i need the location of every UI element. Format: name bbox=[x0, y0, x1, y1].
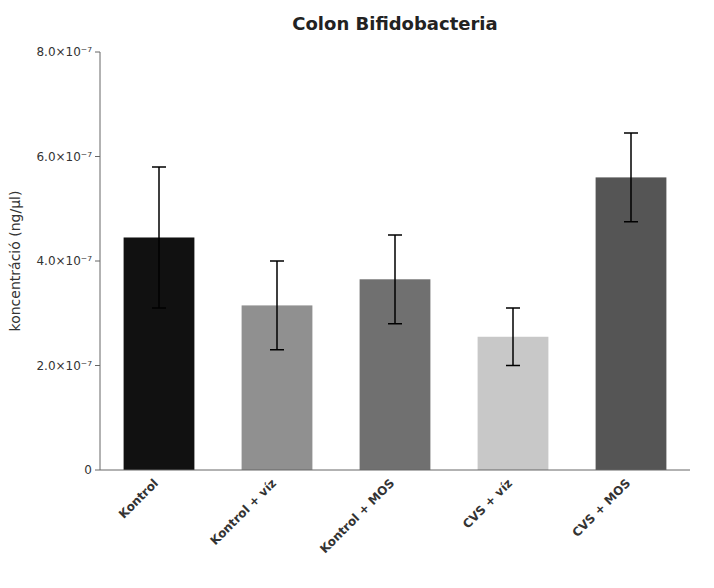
y-tick-label: 6.0×10⁻⁷ bbox=[36, 150, 92, 164]
plot-area bbox=[124, 133, 667, 470]
y-tick bbox=[95, 52, 100, 53]
error-bar bbox=[388, 235, 402, 324]
y-tick bbox=[95, 365, 100, 366]
y-tick bbox=[95, 156, 100, 157]
page: {"chart_data": {"type": "bar", "title": … bbox=[0, 0, 714, 588]
y-tick-label: 0 bbox=[84, 463, 92, 477]
x-tick-label: Kontrol + víz bbox=[208, 476, 280, 548]
y-axis: 0 2.0×10⁻⁷ 4.0×10⁻⁷ 6.0×10⁻⁷ 8.0×10⁻⁷ bbox=[36, 45, 100, 477]
y-tick-label: 4.0×10⁻⁷ bbox=[36, 254, 92, 268]
title: Colon Bifidobacteria bbox=[292, 13, 497, 34]
x-axis: Kontrol Kontrol + víz Kontrol + MOS CVS + v… bbox=[116, 476, 633, 556]
error-bar-path bbox=[388, 235, 402, 324]
error-bar bbox=[624, 133, 638, 222]
x-tick-label: CVS + víz bbox=[460, 476, 515, 531]
y-tick-label: 8.0×10⁻⁷ bbox=[36, 45, 92, 59]
y-tick bbox=[95, 261, 100, 262]
x-tick-label: CVS + MOS bbox=[570, 476, 634, 540]
y-axis-label: koncentráció (ng/μl) bbox=[7, 191, 23, 332]
error-bar-path bbox=[270, 261, 284, 350]
chart-container: Colon Bifidobacteria koncentráció (ng/μl)… bbox=[0, 0, 714, 588]
error-bar bbox=[152, 167, 166, 308]
x-axis-line bbox=[100, 470, 690, 471]
x-tick-label: Kontrol + MOS bbox=[317, 476, 397, 556]
y-tick bbox=[95, 470, 100, 471]
error-bar-path bbox=[152, 167, 166, 308]
error-bar bbox=[270, 261, 284, 350]
chart-svg: Colon Bifidobacteria koncentráció (ng/μl)… bbox=[0, 0, 714, 588]
error-bar-path bbox=[624, 133, 638, 222]
error-bar-path bbox=[506, 308, 520, 365]
y-axis-line bbox=[100, 52, 101, 470]
y-tick-label: 2.0×10⁻⁷ bbox=[36, 359, 92, 373]
error-bar bbox=[506, 308, 520, 365]
x-tick-label: Kontrol bbox=[116, 476, 161, 521]
